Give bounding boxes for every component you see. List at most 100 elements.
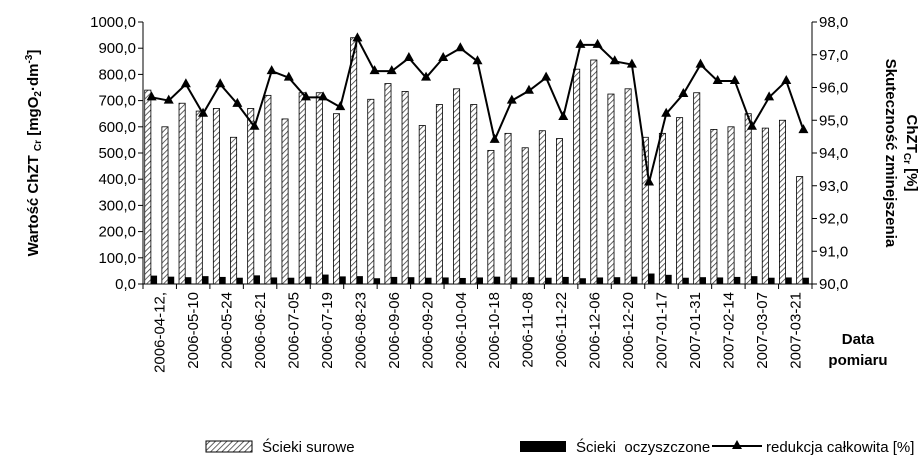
legend-item-oczyszczone: Ścieki oczyszczone (520, 438, 710, 456)
bar-raw-25 (573, 68, 581, 285)
x-tick-label: 2006-10-04 (453, 292, 470, 369)
line-point-36 (764, 91, 775, 101)
line-point-5 (232, 97, 243, 107)
line-point-15 (403, 52, 414, 62)
y2-tick-label: 91,0 (819, 243, 848, 260)
bar-raw-28 (624, 88, 632, 285)
y-axis-title-left: Wartość ChZT Cr [mgO2·dm-3] (24, 50, 44, 257)
y-axis-title-right-line1: Skuteczność zminejszenia (882, 59, 899, 248)
bar-treated-4 (219, 276, 226, 284)
line-point-29 (644, 176, 655, 186)
y-axis-ticks-left: 0,0 100,0 200,0 300,0 400,0 500,0 600,0 700,0 80… (90, 14, 143, 293)
x-tick-label: 2006-07-05 (286, 292, 303, 369)
line-point-20 (489, 133, 500, 143)
bar-treated-15 (408, 277, 415, 284)
bar-treated-27 (614, 277, 621, 284)
bar-treated-10 (322, 274, 329, 284)
x-axis-ticks: 2006-04-12, 2006-05-10 2006-05-24 2006-06-2… (142, 284, 813, 373)
bar-raw-22 (521, 147, 529, 285)
legend-label: redukcja całkowita [%] (766, 439, 914, 456)
x-tick-label: 2007-03-07 (754, 292, 771, 369)
x-axis-title-line2: pomiaru (828, 352, 887, 369)
legend-item-surowe: Ścieki surowe (205, 438, 355, 456)
bar-treated-19 (476, 277, 483, 284)
y-tick-label: 500,0 (98, 145, 136, 162)
bar-treated-7 (270, 277, 278, 284)
y2-tick-label: 92,0 (819, 211, 848, 228)
bar-raw-11 (333, 113, 340, 285)
x-tick-label: 2007-02-14 (720, 292, 737, 369)
x-tick-label: 2007-03-21 (787, 292, 804, 369)
bar-treated-13 (373, 278, 381, 284)
bar-raw-4 (212, 108, 220, 285)
legend-swatch-triangle (732, 440, 742, 449)
line-point-19 (472, 55, 483, 65)
line-point-22 (523, 84, 534, 94)
bar-raw-36 (761, 127, 769, 285)
bar-raw-19 (470, 104, 478, 285)
bar-raw-30 (658, 132, 666, 285)
bar-treated-35 (751, 276, 758, 284)
line-point-30 (661, 107, 672, 117)
x-tick-label: 2006-08-23 (352, 292, 369, 369)
y-axis-title-right-line2: ChZTCr [%] (901, 115, 920, 192)
bar-raw-0 (144, 89, 152, 285)
x-tick-label: 2006-12-20 (620, 292, 637, 369)
bar-raw-33 (710, 129, 718, 285)
bar-treated-34 (734, 276, 741, 284)
bar-raw-20 (487, 149, 495, 285)
bar-treated-8 (288, 277, 295, 284)
line-point-6 (249, 120, 260, 130)
bar-raw-12 (350, 37, 358, 285)
x-axis-title-line1: Data (842, 331, 875, 348)
bar-raw-35 (744, 113, 752, 285)
line-point-32 (695, 58, 706, 68)
bar-treated-14 (391, 276, 398, 284)
bar-treated-38 (802, 277, 809, 284)
bar-treated-29 (648, 273, 655, 284)
line-point-1 (163, 94, 174, 104)
bar-raw-18 (453, 88, 461, 285)
bar-raw-3 (195, 110, 203, 285)
line-point-23 (541, 71, 552, 81)
bar-treated-16 (425, 277, 432, 284)
bar-raw-1 (161, 126, 169, 285)
bar-raw-7 (264, 94, 272, 285)
bar-treated-28 (631, 276, 638, 284)
y-axis-ticks-right: 90,0 91,0 92,0 93,0 94,0 95,0 96,0 97,0 98,0 (812, 14, 848, 293)
x-tick-label: 2006-05-24 (219, 292, 236, 369)
line-point-13 (369, 65, 380, 75)
y-tick-label: 800,0 (98, 66, 136, 83)
line-point-12 (352, 32, 363, 42)
line-point-37 (781, 74, 792, 84)
y-tick-label: 400,0 (98, 171, 136, 188)
bar-treated-2 (185, 277, 192, 284)
line-point-10 (318, 91, 329, 101)
bar-treated-17 (442, 277, 449, 284)
line-point-38 (798, 124, 809, 134)
x-tick-label: 2006-09-06 (386, 292, 403, 369)
bar-raw-5 (230, 136, 238, 285)
line-point-31 (678, 88, 689, 98)
legend-label: Ścieki oczyszczone (576, 438, 710, 456)
bar-raw-10 (315, 92, 323, 285)
x-tick-label: 2007-01-31 (687, 292, 704, 369)
x-tick-label: 2006-07-19 (319, 292, 336, 369)
line-point-33 (712, 74, 723, 84)
bar-treated-36 (768, 277, 775, 284)
bar-treated-22 (528, 277, 535, 284)
y-tick-label: 100,0 (98, 250, 136, 267)
line-point-3 (198, 107, 209, 117)
bar-treated-20 (493, 276, 501, 284)
bar-raw-38 (796, 176, 804, 285)
line-point-35 (746, 120, 757, 130)
y2-tick-label: 97,0 (819, 47, 848, 64)
bar-treated-1 (168, 276, 175, 284)
line-point-17 (438, 52, 449, 62)
line-point-16 (421, 71, 432, 81)
y2-tick-label: 98,0 (819, 14, 848, 31)
legend-item-redukcja: redukcja całkowita [%] (712, 439, 914, 456)
x-tick-label: 2006-06-21 (252, 292, 269, 369)
y-tick-label: 300,0 (98, 197, 136, 214)
bar-treated-0 (150, 275, 158, 284)
